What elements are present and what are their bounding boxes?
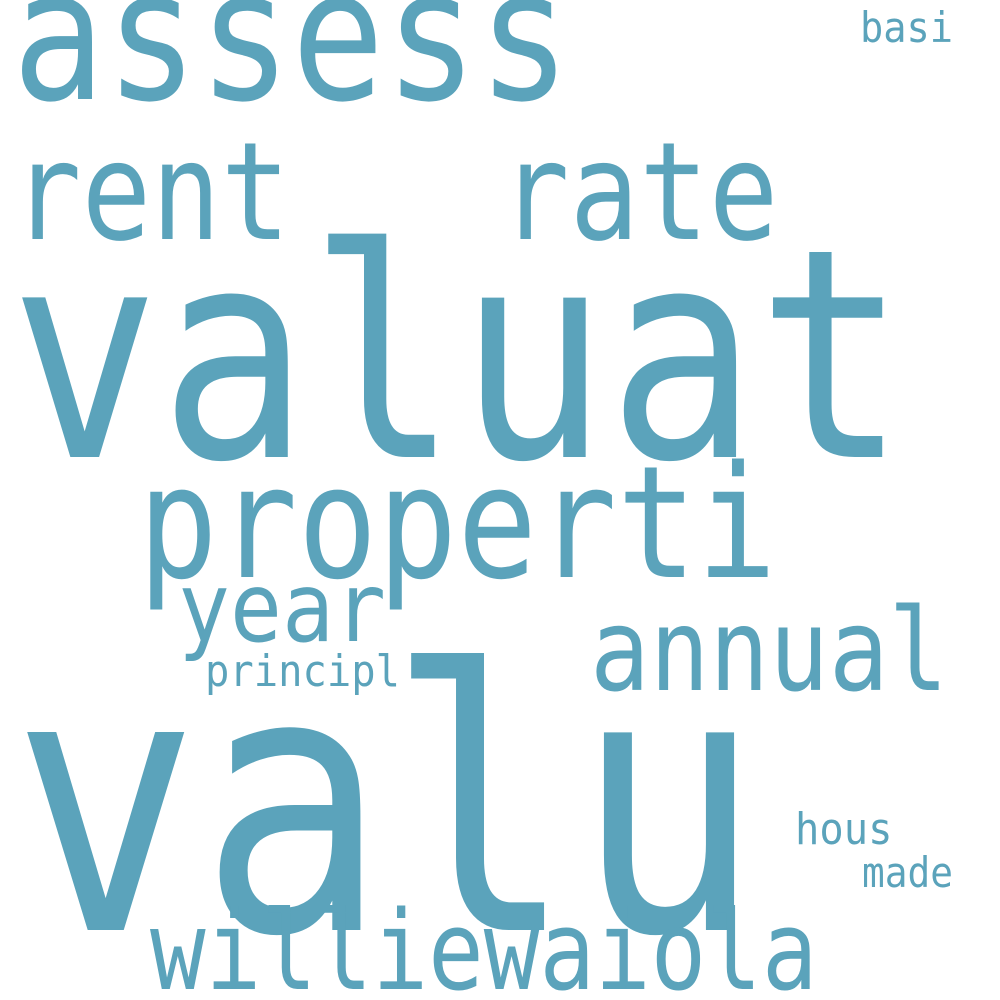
word-assess: assess xyxy=(12,0,571,142)
word-hous: hous xyxy=(795,804,893,855)
word-year: year xyxy=(178,552,387,664)
word-williewaiola: williewaiola xyxy=(150,887,818,1000)
word-properti: properti xyxy=(138,432,777,614)
word-valu: valu xyxy=(12,595,762,1000)
word-principl: principl xyxy=(205,646,400,697)
word-basi: basi xyxy=(860,3,954,52)
word-valuat: valuat xyxy=(10,186,907,526)
word-rent: rent xyxy=(12,114,291,272)
word-rate: rate xyxy=(500,114,779,272)
word-made: made xyxy=(862,848,954,897)
word-annual: annual xyxy=(590,584,949,717)
